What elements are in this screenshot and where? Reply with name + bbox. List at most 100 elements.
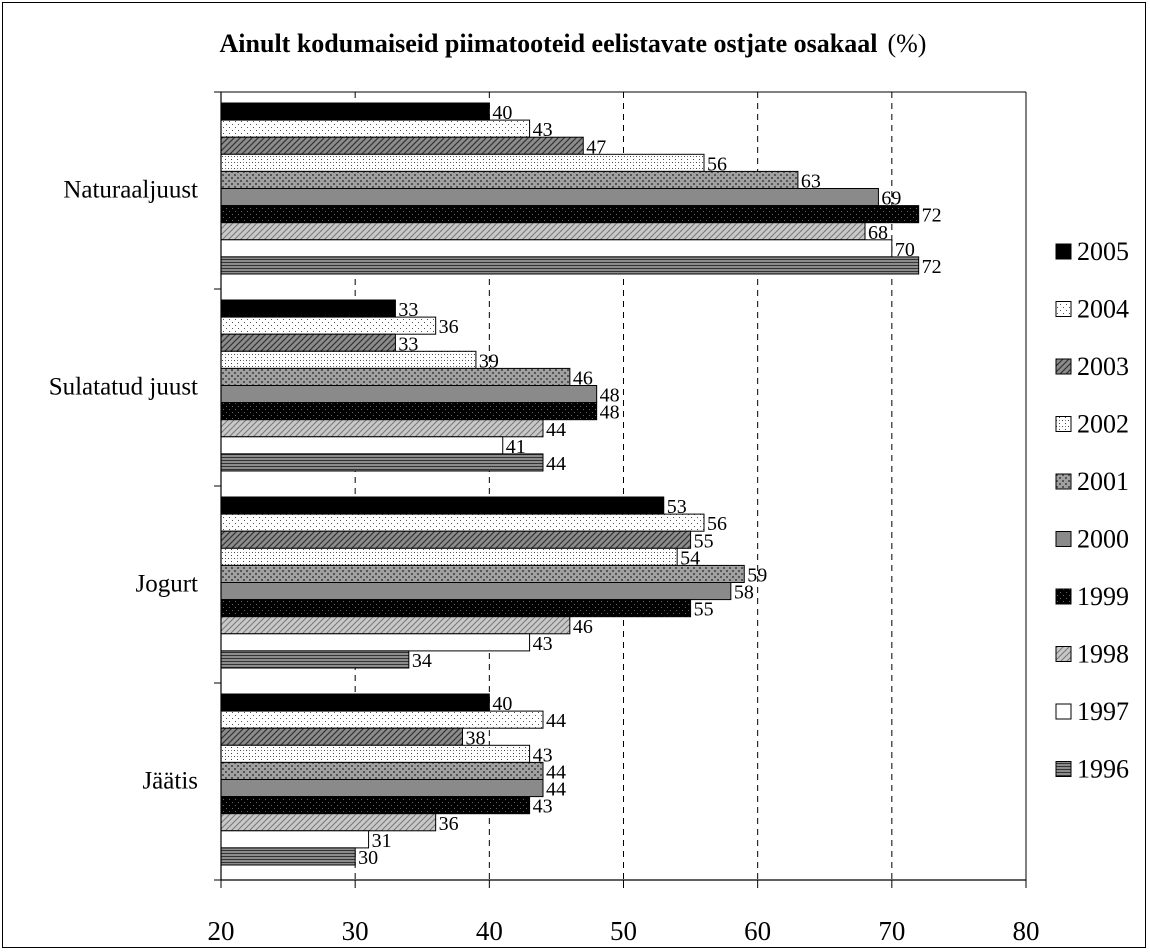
bar-jaatis-1997 (220, 830, 370, 849)
legend-swatch-2000 (1055, 531, 1072, 547)
value-label-sulatatud-juust-2000: 48 (600, 385, 620, 407)
gridlines (221, 91, 1027, 880)
legend-swatch-1999 (1055, 588, 1072, 605)
legend-label-2002: 2002 (1077, 410, 1129, 439)
bar-naturaaljuust-1998 (220, 222, 866, 241)
bar-naturaaljuust-1997 (220, 239, 893, 258)
bar-jogurt-2004 (220, 513, 705, 532)
x-tick-label-80: 80 (1013, 916, 1040, 946)
bar-jaatis-2003 (220, 727, 463, 746)
bar-jogurt-2002 (220, 547, 678, 566)
bar-sulatatud-juust-1998 (220, 419, 544, 438)
bar-naturaaljuust-1996 (220, 256, 920, 275)
value-label-naturaaljuust-2004: 43 (533, 119, 553, 141)
bar-sulatatud-juust-2001 (220, 367, 571, 386)
value-label-sulatatud-juust-1997: 41 (506, 436, 526, 458)
chart-title-unit: (%) (887, 29, 926, 58)
category-label-naturaaljuust: Naturaaljuust (63, 177, 198, 204)
value-label-jogurt-2000: 58 (734, 582, 754, 604)
value-label-naturaaljuust-1998: 68 (868, 222, 888, 244)
bar-jogurt-1997 (220, 633, 531, 652)
legend: 2005 2004 2003 2002 2001 2000 1999 1998 1997 1996 (1055, 237, 1129, 784)
legend-swatch-2003 (1055, 358, 1072, 375)
bar-jaatis-2000 (220, 779, 544, 798)
bars (220, 102, 920, 866)
bar-sulatatud-juust-1996 (220, 453, 544, 472)
legend-label-1999: 1999 (1077, 582, 1129, 611)
value-label-jaatis-2002: 43 (533, 744, 553, 766)
bar-sulatatud-juust-2005 (220, 299, 396, 318)
bar-sulatatud-juust-2003 (220, 333, 396, 352)
value-label-jaatis-1997: 31 (372, 830, 392, 852)
legend-label-1997: 1997 (1077, 697, 1129, 726)
legend-swatch-2004 (1055, 301, 1072, 317)
value-label-sulatatud-juust-2002: 39 (479, 350, 499, 372)
bar-sulatatud-juust-2000 (220, 385, 598, 404)
value-label-sulatatud-juust-1998: 44 (546, 419, 566, 441)
value-label-jogurt-1999: 55 (694, 599, 714, 621)
value-label-naturaaljuust-2002: 56 (707, 153, 727, 175)
value-label-jaatis-2003: 38 (466, 727, 486, 749)
value-label-jogurt-2002: 54 (680, 547, 700, 569)
legend-label-2005: 2005 (1077, 237, 1129, 266)
legend-label-2004: 2004 (1077, 295, 1129, 324)
value-label-jaatis-2004: 44 (546, 710, 566, 732)
x-tick-label-50: 50 (610, 916, 637, 946)
category-label-jogurt: Jogurt (136, 571, 199, 598)
bar-naturaaljuust-1999 (220, 205, 920, 224)
legend-swatch-2001 (1055, 473, 1072, 490)
value-label-sulatatud-juust-2005: 33 (398, 299, 418, 321)
bar-jogurt-1999 (220, 599, 692, 618)
value-label-naturaaljuust-2001: 63 (801, 171, 821, 193)
legend-swatch-1997 (1055, 703, 1072, 720)
value-label-naturaaljuust-1996: 72 (922, 256, 942, 278)
value-label-sulatatud-juust-2004: 36 (439, 316, 459, 338)
value-label-jaatis-2000: 44 (546, 779, 566, 801)
axes: Naturaaljuust Sulatatud juust Jogurt Jäätis… (49, 91, 1040, 946)
bar-jaatis-2001 (220, 761, 544, 781)
value-label-jaatis-1998: 36 (439, 813, 459, 835)
legend-label-2000: 2000 (1077, 525, 1129, 554)
bar-naturaaljuust-2003 (220, 136, 584, 155)
legend-swatch-2005 (1055, 243, 1072, 260)
value-label-jogurt-1997: 43 (533, 633, 553, 655)
legend-label-2001: 2001 (1077, 467, 1129, 496)
x-tick-label-40: 40 (476, 916, 503, 946)
bar-jogurt-2005 (220, 496, 665, 515)
bar-jaatis-1996 (220, 847, 356, 866)
bar-jogurt-2003 (220, 530, 692, 549)
x-tick-label-20: 20 (208, 916, 235, 946)
bar-jogurt-1996 (220, 650, 410, 669)
legend-swatch-2002 (1055, 416, 1072, 432)
bar-naturaaljuust-2002 (220, 153, 705, 172)
bar-jogurt-2001 (220, 564, 745, 584)
value-label-naturaaljuust-1997: 70 (895, 239, 915, 261)
value-label-jogurt-1996: 34 (412, 650, 432, 672)
bar-naturaaljuust-2005 (220, 102, 490, 121)
value-label-jogurt-1998: 46 (573, 616, 593, 638)
legend-label-1998: 1998 (1077, 640, 1129, 669)
bar-jaatis-2005 (220, 693, 490, 712)
value-label-jogurt-2003: 55 (694, 530, 714, 552)
chart-title-main: Ainult kodumaiseid piimatooteid eelistav… (220, 29, 878, 58)
value-label-jogurt-2001: 59 (747, 565, 767, 587)
bar-jaatis-1998 (220, 813, 437, 832)
category-label-sulatatud-juust: Sulatatud juust (49, 374, 198, 401)
bar-jogurt-1998 (220, 616, 571, 635)
legend-label-2003: 2003 (1077, 352, 1129, 381)
value-label-jaatis-1996: 30 (358, 847, 378, 869)
value-label-jaatis-2001: 44 (546, 762, 566, 784)
value-label-jogurt-2004: 56 (707, 513, 727, 535)
value-label-naturaaljuust-2003: 47 (586, 136, 606, 158)
category-label-jaatis: Jäätis (142, 768, 198, 795)
value-label-sulatatud-juust-2003: 33 (398, 333, 418, 355)
bar-jaatis-1999 (220, 796, 531, 815)
value-label-jogurt-2005: 53 (667, 496, 687, 518)
value-label-sulatatud-juust-2001: 46 (573, 368, 593, 390)
x-tick-label-60: 60 (744, 916, 771, 946)
value-label-naturaaljuust-2005: 40 (492, 102, 512, 124)
bar-jogurt-2000 (220, 582, 732, 601)
value-label-jaatis-1999: 43 (533, 796, 553, 818)
bar-naturaaljuust-2000 (220, 188, 879, 207)
